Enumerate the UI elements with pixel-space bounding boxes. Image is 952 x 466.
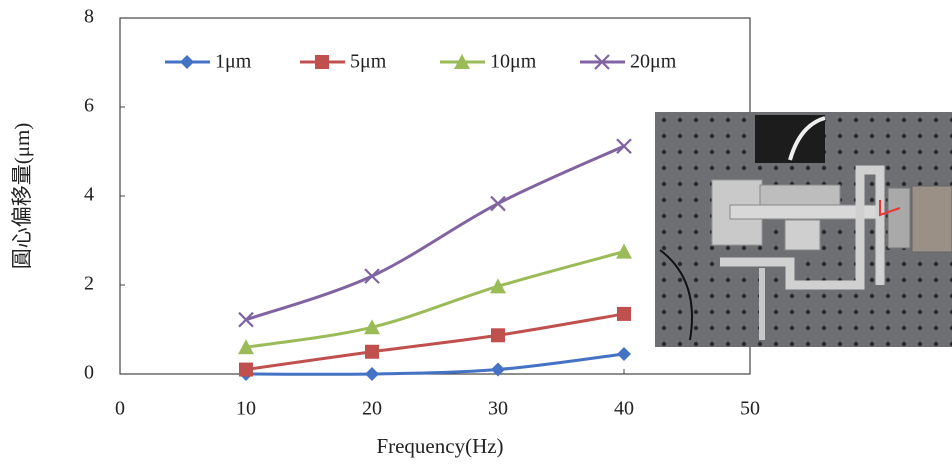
- x-tick-label: 30: [488, 398, 508, 420]
- y-tick-label: 0: [84, 362, 94, 384]
- x-tick-label: 50: [740, 398, 760, 420]
- legend-label: 1μm: [215, 51, 252, 73]
- marker: [490, 195, 506, 212]
- legend-label: 20μm: [630, 51, 677, 73]
- legend-label: 5μm: [350, 51, 387, 73]
- marker: [238, 339, 254, 355]
- y-axis-title: 圓心偏移量(μm): [10, 123, 34, 270]
- legend-marker: [594, 54, 610, 70]
- marker: [239, 362, 253, 377]
- series-line: [245, 250, 625, 349]
- legend-marker: [315, 55, 329, 69]
- y-tick-label: 8: [84, 6, 94, 28]
- y-tick-label: 6: [84, 95, 94, 117]
- series-line: [245, 352, 625, 376]
- marker: [617, 306, 631, 321]
- marker: [616, 138, 632, 154]
- marker: [364, 268, 380, 284]
- marker: [238, 311, 254, 328]
- series-line: [245, 144, 625, 322]
- marker: [364, 319, 380, 335]
- y-tick-label: 2: [84, 273, 94, 295]
- marker: [491, 328, 505, 343]
- marker: [490, 278, 506, 294]
- legend-marker: [454, 54, 470, 69]
- marker: [491, 362, 505, 377]
- y-tick-label: 4: [84, 184, 94, 206]
- marker: [617, 346, 631, 361]
- legend-label: 10μm: [490, 51, 537, 73]
- x-tick-label: 0: [115, 398, 125, 420]
- marker: [365, 367, 379, 381]
- marker: [365, 344, 379, 359]
- x-tick-label: 20: [362, 398, 382, 420]
- x-axis-title: Frequency(Hz): [376, 434, 503, 458]
- x-tick-label: 40: [614, 398, 634, 420]
- x-tick-label: 10: [236, 398, 256, 420]
- marker: [616, 243, 632, 259]
- legend-marker: [180, 55, 194, 69]
- series-line: [245, 312, 625, 372]
- inset-photo: [655, 112, 952, 347]
